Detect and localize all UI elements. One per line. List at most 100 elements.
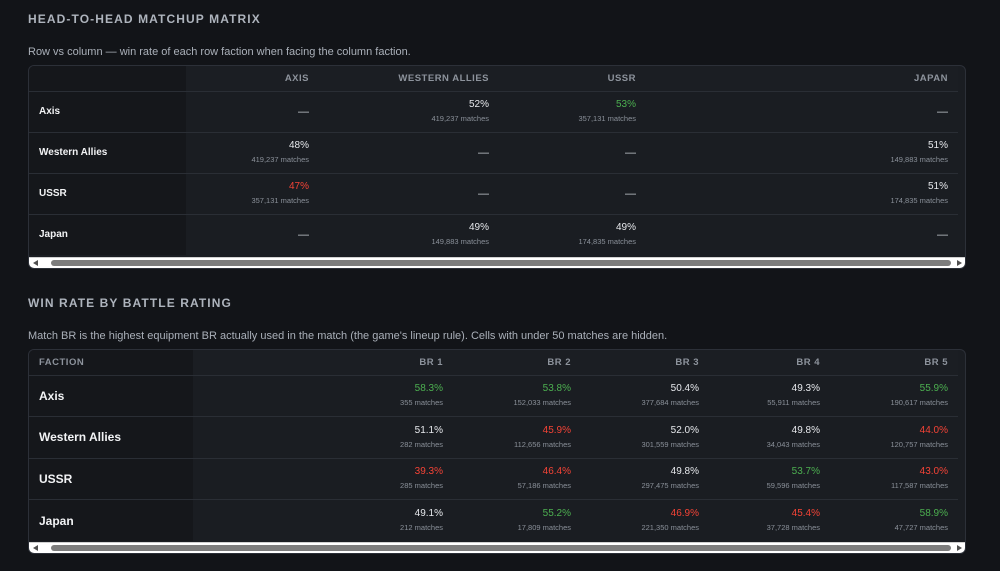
table-row: USSR 47% 357,131 matches — — 51% 174,835 match… [29, 173, 958, 215]
table-cell: — [646, 91, 958, 133]
matchup-matrix-section: HEAD-TO-HEAD MATCHUP MATRIX Row vs colum… [28, 12, 966, 58]
win-rate-value: 49% [468, 222, 489, 234]
table-cell: 46.9% 221,350 matches [581, 500, 709, 542]
win-rate-value: 47% [288, 181, 309, 192]
match-count: 174,835 matches [578, 237, 636, 247]
row-faction-label: USSR [29, 458, 193, 500]
table-cell: — [319, 173, 499, 215]
scroll-left-arrow-icon[interactable] [33, 260, 38, 266]
row-faction-label: Japan [29, 214, 186, 255]
table-cell: 48% 419,237 matches [186, 132, 319, 174]
win-rate-value: 52.0% [670, 424, 699, 436]
match-count: 37,728 matches [766, 523, 820, 532]
matrix-col-header: USSR [499, 66, 646, 92]
match-count: 419,237 matches [431, 114, 489, 123]
table-cell: 50.4% 377,684 matches [581, 375, 709, 417]
match-count: 152,033 matches [513, 398, 571, 408]
win-rate-value: 53% [615, 99, 636, 110]
match-count: 174,835 matches [890, 196, 948, 205]
br-header-row: FACTION BR 1 BR 2 BR 3 BR 4 BR 5 [29, 350, 958, 376]
matrix-horizontal-scrollbar[interactable] [29, 257, 965, 268]
match-count: 57,186 matches [517, 481, 571, 491]
win-rate-value: 43.0% [919, 466, 948, 478]
no-data-dash: — [478, 146, 489, 159]
matrix-col-header: WESTERN ALLIES [319, 66, 499, 92]
scroll-right-arrow-icon[interactable] [957, 545, 962, 551]
win-rate-value: 49.1% [414, 508, 443, 519]
table-cell: 44.0% 120,757 matches [830, 416, 958, 459]
row-faction-label: Western Allies [29, 416, 193, 459]
match-count: 59,596 matches [766, 481, 820, 491]
table-cell: 49% 174,835 matches [499, 214, 646, 255]
table-cell: 49.8% 297,475 matches [581, 458, 709, 500]
win-rate-value: 39.3% [414, 466, 443, 478]
table-cell: 49.1% 212 matches [193, 500, 453, 542]
win-rate-value: 45.9% [542, 424, 571, 436]
table-row: Axis — 52% 419,237 matches 53% 357,131 matche… [29, 91, 958, 133]
match-count: 117,587 matches [891, 481, 948, 491]
win-rate-value: 44.0% [919, 424, 948, 436]
matrix-col-header: AXIS [186, 66, 319, 92]
no-data-dash: — [478, 187, 489, 200]
matrix-corner-header [29, 66, 186, 92]
table-cell: 55.2% 17,809 matches [453, 500, 581, 542]
matchup-matrix-table-container: AXIS WESTERN ALLIES USSR JAPAN Axis — 52% 4… [28, 65, 966, 269]
match-count: 357,131 matches [578, 114, 636, 123]
win-rate-value: 46.4% [542, 466, 571, 478]
match-count: 221,350 matches [641, 523, 699, 532]
win-rate-value: 51.1% [414, 424, 443, 436]
no-data-dash: — [625, 187, 636, 200]
table-row: Western Allies 51.1% 282 matches 45.9% 112,6… [29, 416, 958, 459]
win-rate-value: 52% [468, 99, 489, 110]
win-rate-value: 55.2% [542, 508, 571, 519]
row-faction-label: Axis [29, 375, 193, 417]
matchup-matrix-title: HEAD-TO-HEAD MATCHUP MATRIX [28, 12, 261, 26]
row-faction-label: Western Allies [29, 132, 186, 174]
table-cell: 46.4% 57,186 matches [453, 458, 581, 500]
scrollbar-thumb[interactable] [51, 260, 951, 266]
no-data-dash: — [625, 146, 636, 159]
table-cell: 58.3% 355 matches [193, 375, 453, 417]
match-count: 285 matches [400, 481, 443, 491]
match-count: 17,809 matches [517, 523, 571, 532]
table-cell: — [186, 214, 319, 255]
table-cell: 49.3% 55,911 matches [709, 375, 830, 417]
win-rate-value: 49.8% [670, 466, 699, 478]
win-rate-value: 46.9% [670, 508, 699, 519]
no-data-dash: — [937, 105, 948, 118]
match-count: 297,475 matches [641, 481, 699, 491]
table-cell: 53.8% 152,033 matches [453, 375, 581, 417]
win-rate-value: 51% [927, 181, 948, 192]
no-data-dash: — [937, 228, 948, 241]
match-count: 34,043 matches [766, 439, 820, 449]
br-horizontal-scrollbar[interactable] [29, 542, 965, 553]
win-rate-value: 48% [288, 140, 309, 151]
br-corner-header: FACTION [29, 350, 193, 376]
table-row: USSR 39.3% 285 matches 46.4% 57,186 matches 4… [29, 458, 958, 500]
win-rate-value: 58.9% [919, 508, 948, 519]
win-rate-value: 58.3% [414, 383, 443, 395]
match-count: 190,617 matches [890, 398, 948, 408]
table-cell: 53.7% 59,596 matches [709, 458, 830, 500]
scrollbar-thumb[interactable] [51, 545, 951, 551]
table-cell: 52% 419,237 matches [319, 91, 499, 133]
row-faction-label: USSR [29, 173, 186, 215]
win-rate-value: 45.4% [791, 508, 820, 519]
br-winrate-title: WIN RATE BY BATTLE RATING [28, 296, 232, 310]
scroll-right-arrow-icon[interactable] [957, 260, 962, 266]
win-rate-value: 51% [927, 140, 948, 151]
table-cell: 45.9% 112,656 matches [453, 416, 581, 459]
table-cell: 49.8% 34,043 matches [709, 416, 830, 459]
table-cell: 45.4% 37,728 matches [709, 500, 830, 542]
table-cell: 39.3% 285 matches [193, 458, 453, 500]
table-cell: 49% 149,883 matches [319, 214, 499, 255]
table-cell: — [186, 91, 319, 133]
win-rate-value: 50.4% [670, 383, 699, 395]
table-cell: — [499, 132, 646, 174]
scroll-left-arrow-icon[interactable] [33, 545, 38, 551]
table-cell: — [319, 132, 499, 174]
table-row: Japan — 49% 149,883 matches 49% 174,835 match… [29, 214, 958, 255]
br-col-header: BR 3 [581, 350, 709, 376]
table-cell: 43.0% 117,587 matches [830, 458, 958, 500]
table-cell: 51.1% 282 matches [193, 416, 453, 459]
